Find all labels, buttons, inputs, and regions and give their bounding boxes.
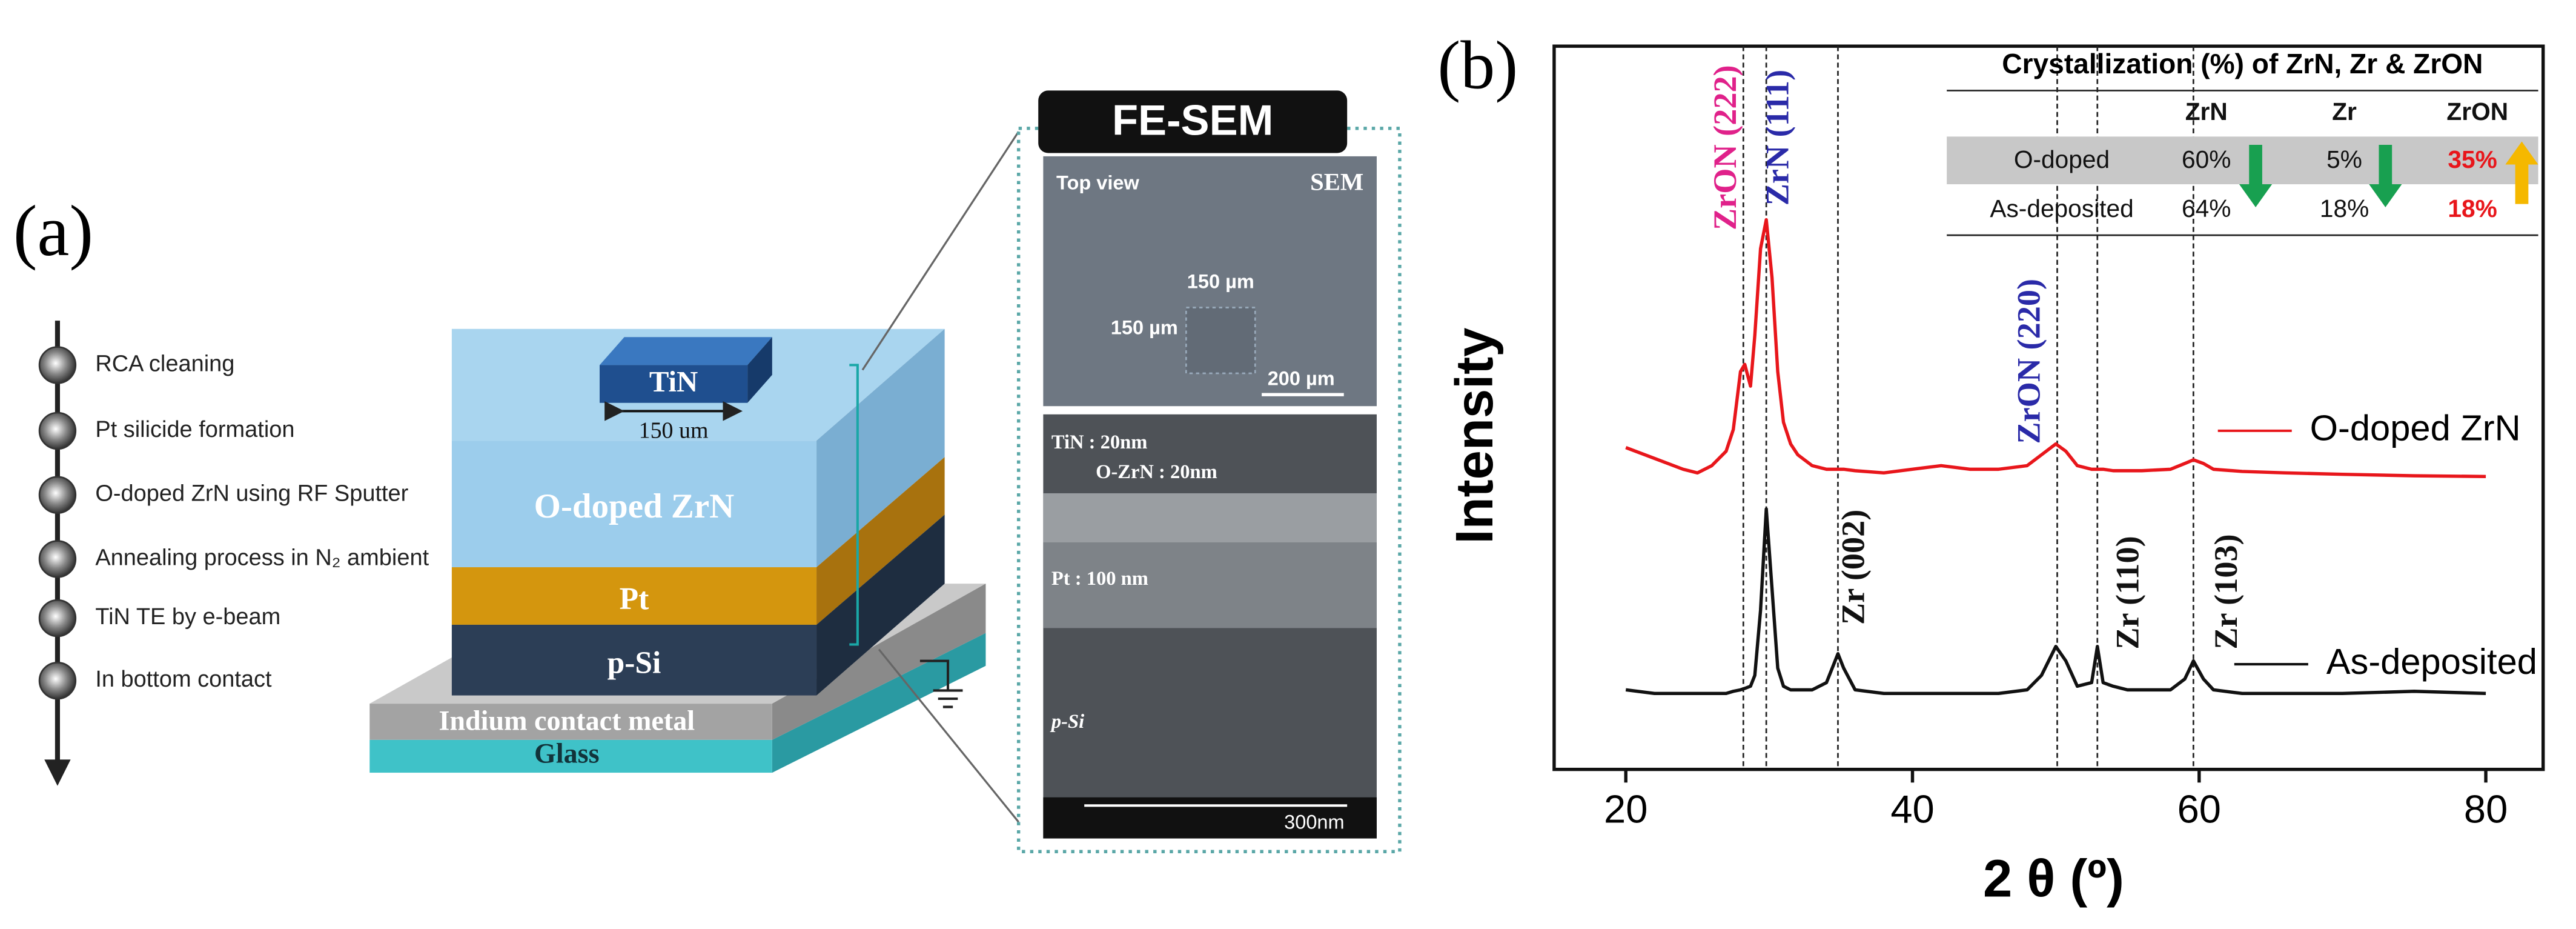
step-label: Annealing process in N₂ ambient [95, 545, 429, 570]
psi-side [816, 514, 945, 696]
cell: 64% [2182, 195, 2231, 222]
zrn-top-fill [451, 328, 580, 441]
x-tick-label: 80 [2464, 787, 2508, 831]
step-label: Pt silicide formation [95, 417, 294, 442]
legend-label: O-doped ZrN [2310, 408, 2521, 448]
sem-panel: FE-SEM Top view SEM 150 µm 150 µm 200 µm… [1016, 90, 1402, 853]
down-arrow [2369, 144, 2402, 208]
step-label: TiN TE by e-beam [95, 604, 280, 630]
sem-film [1043, 493, 1377, 543]
peak-label: ZrON (222) [1707, 65, 1743, 230]
x-tick-label: 20 [1604, 787, 1647, 831]
peak-label: ZrN (111) [1760, 70, 1796, 205]
series-line [1625, 507, 2486, 696]
cell: 60% [2182, 145, 2231, 173]
step-bullet [38, 346, 77, 384]
peak-label: Zr (002) [1835, 510, 1871, 625]
step-label: RCA cleaning [95, 351, 234, 376]
sem-pt [1043, 542, 1377, 628]
sem-scale: 300nm [1284, 811, 1344, 833]
series-line [1625, 218, 2486, 479]
sem-dim: 150 µm [1111, 316, 1178, 338]
y-axis-label: Intensity [1445, 328, 1504, 544]
device-stack: TiN 150 um O-doped ZrN Pt p-Si Indium co… [369, 131, 1020, 823]
sem-pad [1185, 307, 1256, 375]
legend-label: As-deposited [2326, 641, 2537, 682]
table-title: Crystallization (%) of ZrN, Zr & ZrON [2002, 48, 2483, 79]
zoom-line [878, 648, 1019, 823]
cell: 18% [2448, 195, 2497, 222]
sem-scale: 200 µm [1268, 367, 1335, 389]
column-header: ZrN [2185, 98, 2228, 125]
pad-size: 150 um [639, 418, 709, 443]
pt-front [451, 567, 817, 625]
peak-label: ZrON (220) [2011, 279, 2047, 444]
step-label: In bottom contact [95, 667, 272, 692]
sem-tag: SEM [1310, 168, 1363, 195]
cell: 18% [2320, 195, 2369, 222]
zrn-front [451, 441, 817, 568]
column-header: ZrON [2446, 98, 2508, 125]
row-label: O-doped [2014, 145, 2110, 173]
zoom-line [861, 131, 1020, 371]
panel-label: (a) [13, 191, 93, 271]
layer-label: Indium contact metal [439, 705, 695, 736]
sem-label: p-Si [1050, 711, 1084, 733]
step-bullet [38, 476, 77, 514]
sem-label: Pt : 100 nm [1051, 568, 1148, 590]
ground [919, 659, 963, 708]
layer-label: Glass [534, 738, 600, 769]
up-arrow [2505, 141, 2538, 204]
indium-front [369, 704, 772, 740]
down-arrow [2239, 144, 2273, 208]
plot: 20 40 60 80 ZrON (222) ZrN (111) Zr (002) ZrON … [1552, 44, 2545, 831]
sem-label: TiN : 20nm [1051, 431, 1147, 453]
process-steps: RCA cleaning Pt silicide formation O-doped… [38, 346, 429, 700]
peak-label: Zr (103) [2208, 534, 2244, 649]
sem-label: Top view [1056, 172, 1139, 194]
sem-title: FE-SEM [1112, 96, 1273, 144]
panel-label: (b) [1437, 27, 1518, 104]
step-bullet [38, 411, 77, 450]
sem-title-box [1038, 90, 1348, 153]
zrn-side [816, 328, 945, 568]
x-tick-label: 60 [2177, 787, 2221, 831]
pt-side [816, 457, 945, 625]
cell: 35% [2448, 145, 2497, 173]
glass-front [369, 739, 772, 773]
column-header: Zr [2332, 98, 2357, 125]
sem-dim: 150 µm [1187, 270, 1254, 292]
tin-label: TiN [649, 365, 698, 398]
step-bullet [38, 599, 77, 638]
layer-label: p-Si [608, 646, 661, 681]
bracket [849, 364, 859, 646]
step-bullet [38, 540, 77, 578]
row-label: As-deposited [1990, 195, 2133, 222]
cell: 5% [2326, 145, 2362, 173]
layer-label: O-doped ZrN [534, 487, 735, 525]
tin-side [747, 337, 772, 403]
x-axis-label: 2 θ (º) [1983, 850, 2124, 908]
tin-top [600, 337, 772, 365]
psi-front [451, 624, 817, 696]
x-tick-label: 40 [1890, 787, 1934, 831]
step-label: O-doped ZrN using RF Sputter [95, 481, 408, 507]
row-band [1947, 136, 2538, 185]
indium-side [772, 584, 986, 740]
tin-front [600, 365, 748, 403]
sem-footer [1043, 797, 1377, 839]
glass-side [772, 633, 986, 773]
step-bullet [38, 661, 77, 700]
plot-frame [1552, 44, 2545, 771]
flow-arrowhead [44, 759, 71, 786]
layer-label: Pt [620, 582, 649, 616]
peak-label: Zr (110) [2109, 536, 2145, 649]
inset-table: Crystallization (%) of ZrN, Zr & ZrON Zr… [1947, 48, 2538, 236]
sem-label: O-ZrN : 20nm [1096, 461, 1217, 483]
